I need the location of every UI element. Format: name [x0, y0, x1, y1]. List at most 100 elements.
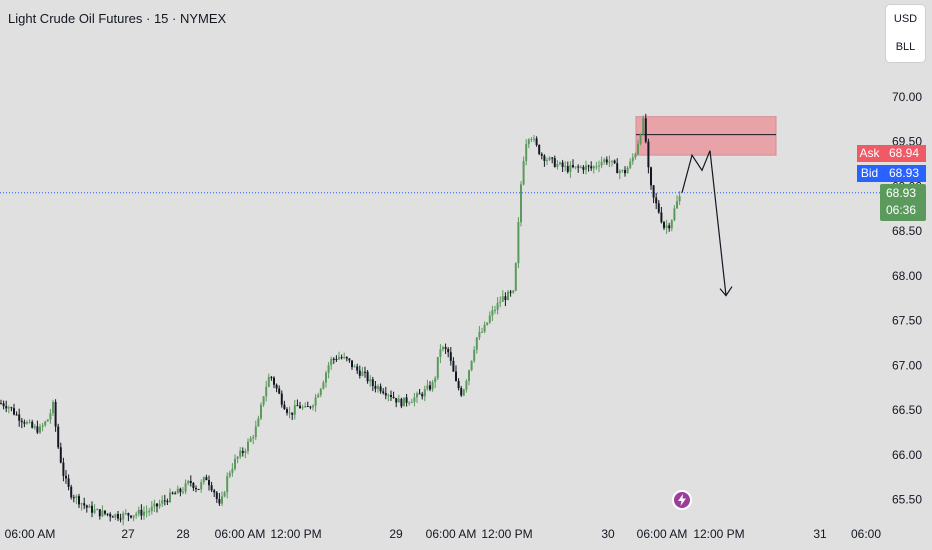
candle-body — [470, 360, 473, 371]
candle-body — [130, 515, 132, 518]
candle-body — [525, 144, 528, 162]
candle-body — [166, 500, 169, 503]
candle-body — [553, 158, 556, 167]
candle-body — [499, 301, 502, 303]
candle-body — [566, 166, 569, 172]
candle-body — [132, 515, 135, 518]
candle-body — [145, 511, 148, 513]
candle-body — [587, 165, 590, 167]
candle-body — [535, 138, 538, 145]
candle-body — [62, 462, 65, 476]
x-tick-label: 06:00 AM — [426, 527, 477, 541]
candle-body — [351, 360, 353, 368]
ask-price-tag: 68.94 — [882, 145, 926, 162]
candle-body — [98, 509, 101, 517]
candle-body — [452, 360, 455, 372]
candle-body — [335, 359, 338, 361]
candle-body — [83, 503, 86, 506]
candle-body — [31, 421, 34, 428]
candle-body — [384, 393, 387, 396]
candle-body — [457, 380, 460, 389]
y-tick-label: 70.00 — [892, 90, 922, 104]
candle-body — [283, 404, 286, 410]
candle-body — [158, 503, 161, 507]
candle-body — [197, 489, 200, 491]
candle-body — [348, 358, 351, 361]
candle-body — [676, 201, 678, 209]
y-tick-label: 68.00 — [892, 269, 922, 283]
candle-body — [223, 492, 226, 497]
candle-body — [514, 263, 517, 291]
projection-arrowhead — [719, 286, 733, 297]
candle-body — [507, 291, 509, 300]
candle-body — [465, 380, 468, 390]
candle-body — [540, 153, 543, 156]
candle-body — [356, 366, 359, 371]
candle-body — [156, 503, 158, 507]
resistance-zone — [635, 116, 777, 156]
candle-body — [390, 395, 392, 397]
candle-body — [174, 493, 177, 495]
candle-body — [202, 477, 205, 483]
candle-body — [179, 488, 182, 493]
candle-body — [345, 356, 348, 359]
candle-body — [447, 348, 450, 353]
candle-body — [15, 414, 18, 416]
candle-body — [309, 406, 312, 408]
candle-body — [10, 407, 13, 409]
candle-body — [657, 203, 660, 213]
x-tick-label: 06:00 AM — [637, 527, 688, 541]
candle-body — [364, 371, 366, 373]
candle-body — [288, 412, 291, 414]
candle-body — [231, 468, 234, 473]
candle-body — [361, 371, 364, 376]
candle-body — [249, 438, 252, 442]
candle-body — [665, 225, 668, 228]
candle-body — [379, 386, 382, 392]
candle-body — [509, 291, 512, 293]
candle-body — [639, 134, 642, 144]
candle-body — [270, 376, 273, 378]
candle-body — [403, 397, 405, 407]
x-tick-label: 12:00 PM — [693, 527, 744, 541]
candle-body — [338, 357, 340, 360]
candle-body — [421, 394, 424, 397]
candle-body — [598, 165, 600, 167]
candle-body — [533, 138, 535, 140]
candle-body — [135, 513, 138, 516]
candle-body — [117, 514, 119, 519]
currency-selector[interactable]: USD BLL — [885, 4, 926, 63]
candle-body — [595, 166, 598, 168]
candle-body — [582, 166, 585, 170]
candle-body — [600, 161, 603, 166]
candle-body — [312, 405, 314, 408]
candle-body — [634, 154, 637, 158]
candle-body — [592, 166, 595, 169]
candle-body — [574, 166, 577, 168]
candle-body — [228, 472, 231, 477]
candle-body — [366, 371, 369, 382]
candle-body — [33, 426, 36, 428]
candle-body — [429, 385, 431, 390]
candle-body — [163, 500, 166, 502]
y-tick-label: 66.00 — [892, 448, 922, 462]
bar-countdown: 06:36 — [886, 203, 917, 217]
candle-body — [189, 480, 192, 484]
symbol-title[interactable]: Light Crude Oil Futures · 15 · NYMEX — [8, 11, 227, 26]
candle-body — [481, 331, 483, 333]
candle-body — [2, 403, 5, 407]
candle-body — [278, 388, 281, 394]
x-tick-label: 12:00 PM — [270, 527, 321, 541]
candle-body — [306, 406, 309, 408]
candle-body — [314, 397, 317, 406]
candle-body — [522, 161, 525, 185]
lightning-icon[interactable] — [672, 490, 692, 510]
candle-body — [663, 222, 665, 228]
candle-body — [322, 382, 325, 389]
candle-body — [527, 139, 530, 145]
candle-body — [670, 220, 673, 229]
x-tick-label: 30 — [601, 527, 615, 541]
candle-body — [106, 513, 109, 515]
x-tick-label: 31 — [813, 527, 827, 541]
